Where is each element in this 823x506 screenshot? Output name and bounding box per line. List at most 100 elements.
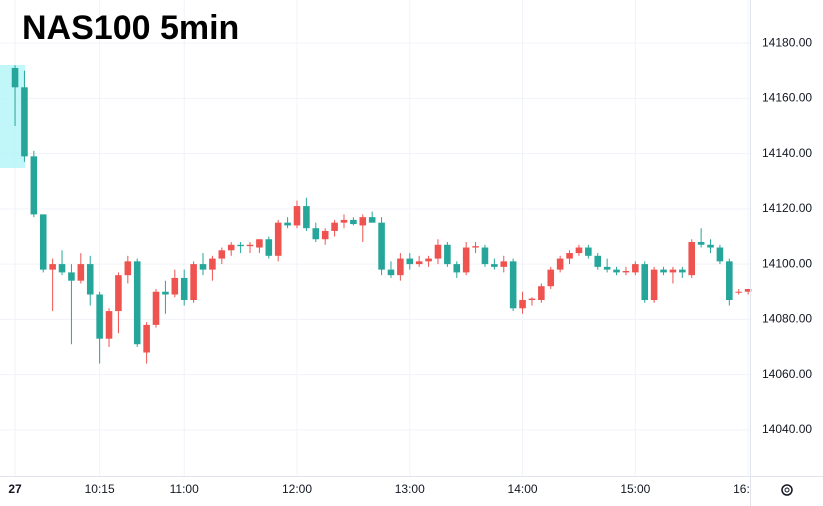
candle-body bbox=[519, 300, 526, 309]
candle-body bbox=[21, 87, 28, 157]
candle-body bbox=[256, 239, 263, 248]
candle-body bbox=[378, 222, 385, 270]
candle-body bbox=[77, 264, 85, 281]
candle-body bbox=[491, 264, 498, 267]
candle-body bbox=[509, 261, 517, 309]
candle-body bbox=[594, 255, 602, 267]
candle-body bbox=[707, 244, 714, 248]
candle-body bbox=[425, 258, 432, 262]
x-tick-label: 12:00 bbox=[282, 482, 312, 496]
candle-body bbox=[669, 269, 677, 273]
candle-body bbox=[86, 264, 94, 295]
candle-body bbox=[58, 264, 66, 273]
candle-body bbox=[68, 272, 75, 281]
candle-body bbox=[11, 67, 19, 88]
candle-body bbox=[650, 269, 658, 301]
candle-body bbox=[152, 291, 160, 325]
candle-body bbox=[133, 261, 141, 345]
y-tick-label: 14100.00 bbox=[762, 256, 812, 270]
settings-icon[interactable] bbox=[781, 484, 793, 496]
x-tick-label: 16:00 bbox=[733, 482, 763, 496]
candle-body bbox=[566, 253, 573, 259]
candle-body bbox=[331, 222, 338, 231]
candle-body bbox=[406, 258, 414, 265]
candle-body bbox=[227, 244, 235, 251]
candle-body bbox=[143, 324, 150, 353]
candle-body bbox=[500, 261, 508, 267]
candle-body bbox=[697, 242, 705, 245]
y-tick-label: 14060.00 bbox=[762, 367, 812, 381]
candle-body bbox=[96, 294, 103, 339]
candle-body bbox=[462, 247, 470, 273]
y-tick-label: 14040.00 bbox=[762, 422, 812, 436]
candle-body bbox=[199, 264, 207, 270]
candle-body bbox=[124, 261, 132, 276]
candle-body bbox=[481, 247, 489, 265]
x-tick-label: 10:15 bbox=[85, 482, 115, 496]
time-axis: 27 10:15 11:00 12:00 13:00 14:00 15:00 16:00 bbox=[8, 482, 763, 496]
candle-body bbox=[180, 277, 188, 301]
x-tick-label: 27 bbox=[8, 482, 22, 496]
candle-body bbox=[679, 269, 686, 273]
candle-body bbox=[444, 244, 451, 265]
candle-body bbox=[688, 242, 696, 276]
candle-body bbox=[359, 217, 367, 226]
candle-body bbox=[726, 261, 733, 301]
candle-body bbox=[613, 269, 620, 273]
x-tick-label: 15:00 bbox=[620, 482, 650, 496]
candle-body bbox=[632, 264, 639, 273]
candle-body bbox=[39, 214, 47, 270]
candle-body bbox=[622, 271, 630, 273]
candle-body bbox=[603, 266, 611, 270]
candle-body bbox=[246, 244, 254, 247]
y-tick-label: 14080.00 bbox=[762, 312, 812, 326]
candle-body bbox=[274, 222, 282, 256]
candle-body bbox=[218, 250, 226, 259]
candle-body bbox=[397, 258, 404, 276]
chart-title: NAS100 5min bbox=[22, 9, 239, 47]
candle-body bbox=[190, 264, 197, 301]
candle-body bbox=[528, 298, 536, 301]
candle-body bbox=[735, 291, 743, 293]
candle-body bbox=[415, 261, 423, 265]
candle-body bbox=[321, 230, 329, 240]
y-tick-label: 14160.00 bbox=[762, 91, 812, 105]
candle-body bbox=[387, 269, 395, 276]
y-tick-label: 14140.00 bbox=[762, 146, 812, 160]
candle-body bbox=[340, 219, 348, 223]
candle-body bbox=[105, 311, 113, 339]
candle-body bbox=[49, 264, 56, 270]
candle-body bbox=[641, 264, 649, 301]
candle-body bbox=[115, 275, 122, 312]
candle-body bbox=[162, 291, 169, 295]
candle-body bbox=[209, 258, 216, 270]
candle-body bbox=[312, 228, 320, 240]
candle-body bbox=[237, 244, 244, 247]
candle-body bbox=[303, 206, 310, 229]
candle-body bbox=[453, 264, 461, 273]
candle-body bbox=[538, 286, 545, 301]
candle-body bbox=[556, 258, 564, 270]
candle-body bbox=[30, 156, 38, 215]
x-tick-label: 14:00 bbox=[508, 482, 538, 496]
candle-body bbox=[368, 217, 376, 223]
x-tick-label: 11:00 bbox=[170, 482, 199, 496]
candle-body bbox=[350, 219, 357, 225]
candle-body bbox=[434, 244, 442, 259]
candle-body bbox=[265, 239, 273, 256]
candle-body bbox=[575, 247, 583, 254]
candle-body bbox=[585, 247, 592, 256]
candle-body bbox=[293, 206, 301, 226]
candle-body bbox=[660, 269, 667, 273]
y-tick-label: 14180.00 bbox=[762, 35, 812, 49]
grid bbox=[0, 0, 750, 476]
x-tick-label: 13:00 bbox=[395, 482, 425, 496]
candles bbox=[11, 65, 752, 364]
candle-body bbox=[547, 269, 555, 287]
candle-body bbox=[716, 247, 724, 262]
y-tick-label: 14120.00 bbox=[762, 201, 812, 215]
candle-body bbox=[171, 277, 179, 295]
candle-body bbox=[472, 246, 479, 248]
price-axis: 14040.00 14060.00 14080.00 14100.00 14120.00… bbox=[762, 35, 812, 436]
